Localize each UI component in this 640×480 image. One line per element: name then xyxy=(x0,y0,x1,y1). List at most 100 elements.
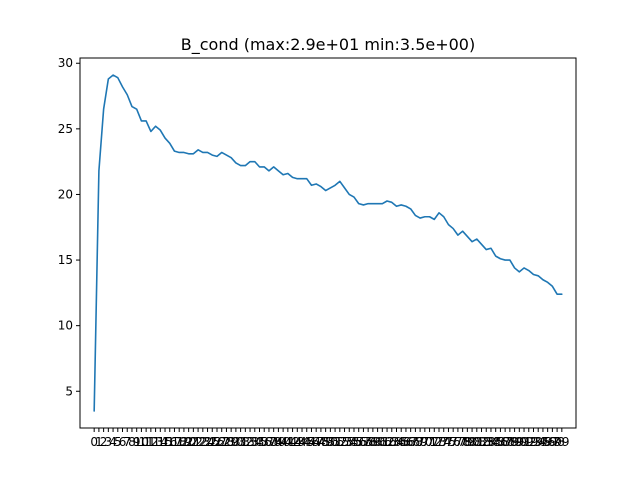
data-point xyxy=(462,230,464,232)
x-tick-label: 98 xyxy=(549,435,564,449)
data-point xyxy=(297,178,299,180)
data-point xyxy=(287,173,289,175)
x-tick-label: 26 xyxy=(209,435,224,449)
data-point xyxy=(377,203,379,205)
x-tick-label: 22 xyxy=(190,435,205,449)
x-tick-label: 48 xyxy=(313,435,328,449)
data-point xyxy=(509,259,511,261)
x-tick-label: 96 xyxy=(540,435,555,449)
data-point xyxy=(235,162,237,164)
x-tick-label: 52 xyxy=(332,435,347,449)
x-tick-label: 11 xyxy=(138,435,153,449)
data-point xyxy=(240,165,242,167)
data-point xyxy=(476,238,478,240)
x-tick-label: 99 xyxy=(554,435,569,449)
data-point xyxy=(259,166,261,168)
data-point xyxy=(193,153,195,155)
data-point xyxy=(490,247,492,249)
x-tick-label: 81 xyxy=(469,435,484,449)
data-point xyxy=(339,181,341,183)
x-tick-label: 88 xyxy=(502,435,517,449)
data-point xyxy=(514,267,516,269)
x-tick-label: 54 xyxy=(342,435,357,449)
data-point xyxy=(131,106,133,108)
x-tick-label: 25 xyxy=(205,435,220,449)
x-tick-label: 84 xyxy=(483,435,498,449)
x-tick-label: 94 xyxy=(531,435,546,449)
data-point xyxy=(433,219,435,221)
x-tick-label: 87 xyxy=(498,435,513,449)
x-tick-label: 74 xyxy=(436,435,451,449)
x-tick-label: 40 xyxy=(275,435,290,449)
data-point xyxy=(358,203,360,205)
x-tick-label: 37 xyxy=(261,435,276,449)
x-tick-label: 33 xyxy=(242,435,257,449)
x-tick-label: 46 xyxy=(304,435,319,449)
x-tick-label: 49 xyxy=(318,435,333,449)
x-tick-label: 5 xyxy=(114,435,122,449)
x-tick-label: 0 xyxy=(90,435,98,449)
x-tick-label: 76 xyxy=(446,435,461,449)
data-point xyxy=(353,196,355,198)
data-point xyxy=(523,267,525,269)
x-tick-label: 23 xyxy=(195,435,210,449)
data-point xyxy=(391,202,393,204)
data-point xyxy=(155,125,157,127)
data-point xyxy=(93,410,95,412)
x-tick-label: 44 xyxy=(294,435,309,449)
x-tick-label: 34 xyxy=(247,435,262,449)
data-point xyxy=(174,150,176,152)
chart-title: B_cond (max:2.9e+01 min:3.5e+00) xyxy=(181,35,475,55)
data-point xyxy=(485,249,487,251)
x-tick-label: 95 xyxy=(535,435,550,449)
x-tick-label: 70 xyxy=(417,435,432,449)
data-point xyxy=(249,161,251,163)
x-tick-label: 77 xyxy=(450,435,465,449)
data-point xyxy=(315,183,317,185)
x-tick-label: 78 xyxy=(455,435,470,449)
x-tick-label: 2 xyxy=(100,435,108,449)
data-point xyxy=(547,282,549,284)
data-point xyxy=(178,152,180,154)
data-point xyxy=(103,108,105,110)
x-tick-label: 83 xyxy=(479,435,494,449)
data-point xyxy=(415,215,417,217)
x-tick-label: 32 xyxy=(238,435,253,449)
y-tick-label: 15 xyxy=(58,253,73,267)
x-tick-label: 45 xyxy=(299,435,314,449)
data-point xyxy=(367,203,369,205)
data-point xyxy=(197,149,199,151)
y-tick-label: 20 xyxy=(58,187,73,201)
data-point xyxy=(457,234,459,236)
x-tick-label: 91 xyxy=(516,435,531,449)
data-point xyxy=(396,205,398,207)
x-tick-label: 86 xyxy=(493,435,508,449)
data-point xyxy=(500,258,502,260)
y-tick-label: 25 xyxy=(58,122,73,136)
data-point xyxy=(117,77,119,79)
x-tick-label: 28 xyxy=(219,435,234,449)
x-tick-label: 24 xyxy=(200,435,215,449)
x-tick-label: 75 xyxy=(441,435,456,449)
data-point xyxy=(552,286,554,288)
data-point xyxy=(334,184,336,186)
data-point xyxy=(164,137,166,139)
data-point xyxy=(207,152,209,154)
x-tick-label: 97 xyxy=(545,435,560,449)
x-tick-label: 27 xyxy=(214,435,229,449)
x-tick-label: 4 xyxy=(109,435,117,449)
plot-area: 5101520253001234567891011121314151617181… xyxy=(58,56,570,449)
data-point xyxy=(141,120,143,122)
x-tick-label: 68 xyxy=(408,435,423,449)
x-tick-label: 82 xyxy=(474,435,489,449)
x-tick-label: 90 xyxy=(512,435,527,449)
data-point xyxy=(136,108,138,110)
data-point xyxy=(471,241,473,243)
data-point xyxy=(424,216,426,218)
x-tick-label: 31 xyxy=(233,435,248,449)
data-point xyxy=(245,165,247,167)
data-point xyxy=(221,152,223,154)
x-tick-label: 17 xyxy=(167,435,182,449)
data-point xyxy=(282,174,284,176)
